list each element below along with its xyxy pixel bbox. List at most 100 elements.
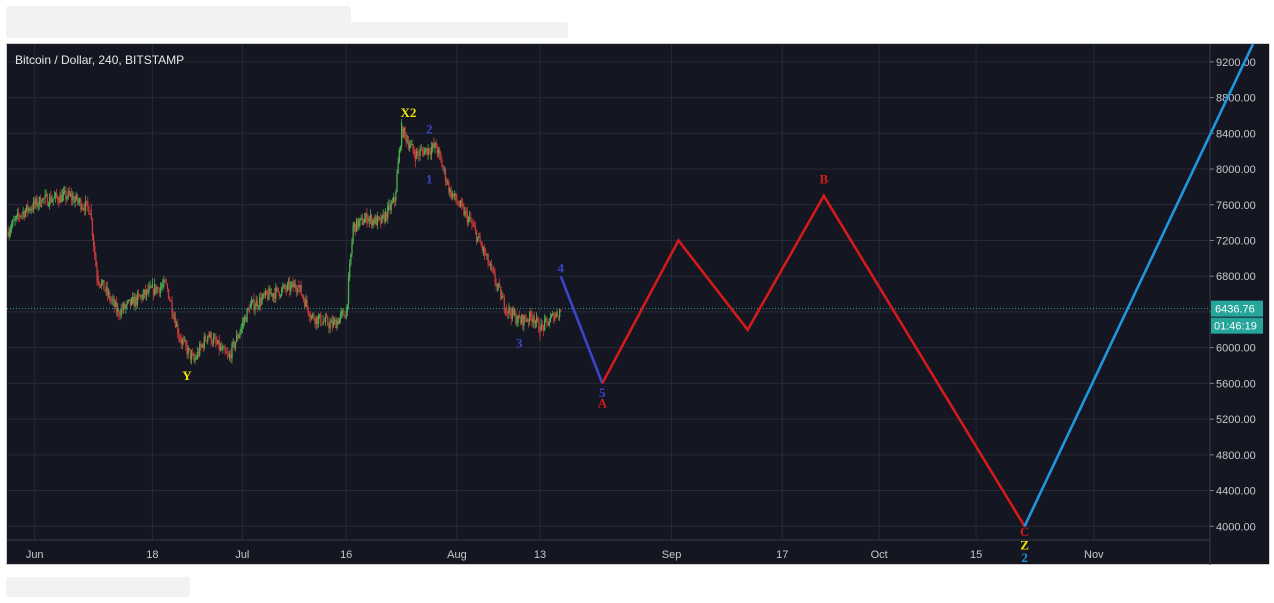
candle — [471, 220, 473, 230]
candle — [531, 310, 533, 327]
candle — [389, 200, 391, 215]
candle — [298, 279, 300, 293]
candle — [500, 286, 502, 302]
candle — [398, 147, 400, 164]
candle — [428, 148, 430, 156]
candle — [186, 340, 188, 359]
candle — [422, 146, 425, 158]
candle — [255, 295, 257, 307]
candle — [247, 306, 249, 311]
candle — [119, 309, 121, 321]
candle — [172, 308, 174, 320]
candle — [317, 312, 320, 328]
candle — [457, 201, 459, 206]
candle — [529, 310, 531, 326]
candle — [277, 287, 279, 293]
candle — [527, 318, 530, 328]
candle — [257, 304, 260, 310]
time-tick-label: 16 — [340, 549, 352, 561]
candle — [75, 191, 77, 201]
candle — [139, 294, 141, 297]
candle — [505, 304, 508, 316]
candle — [279, 294, 282, 299]
candle — [516, 315, 518, 328]
candle — [322, 315, 324, 326]
candle — [184, 335, 186, 343]
candle — [124, 301, 126, 310]
candle — [540, 318, 542, 332]
candle — [494, 268, 496, 286]
candle — [265, 290, 268, 296]
wave-label-c: C — [1020, 524, 1029, 539]
candle — [152, 287, 155, 301]
candle — [215, 333, 217, 348]
candle — [289, 276, 291, 297]
candle — [79, 197, 81, 207]
candle — [128, 299, 130, 302]
candle — [193, 351, 195, 363]
candle — [105, 281, 107, 296]
candle — [73, 192, 75, 204]
candle — [470, 212, 472, 223]
candle — [81, 203, 83, 212]
candle — [307, 305, 309, 316]
candle — [504, 307, 507, 317]
candle — [201, 343, 203, 348]
wave-label-x2: X2 — [401, 105, 417, 120]
candle — [280, 286, 283, 298]
candle — [554, 312, 556, 322]
candle — [225, 347, 227, 354]
candle — [426, 147, 428, 156]
wave-abc-line — [601, 193, 1026, 527]
candle — [340, 307, 343, 319]
time-tick-label: Nov — [1084, 549, 1104, 561]
wave-label-1: 1 — [426, 171, 433, 186]
candle — [517, 314, 519, 327]
wave-label-4: 4 — [558, 261, 565, 276]
candle — [269, 285, 271, 295]
candle — [405, 132, 407, 148]
candle — [548, 317, 550, 328]
candle — [162, 278, 164, 292]
candle — [90, 203, 92, 221]
candle — [337, 317, 339, 326]
candle — [559, 308, 561, 321]
candle — [31, 203, 34, 213]
price-tick-label: 5200.00 — [1216, 414, 1256, 426]
candle — [449, 187, 451, 198]
candle — [56, 188, 58, 199]
candle — [411, 139, 413, 145]
candle — [151, 278, 154, 288]
candle — [44, 189, 46, 205]
candle — [205, 340, 208, 344]
candle — [465, 207, 467, 219]
candle — [312, 312, 314, 320]
candle — [305, 294, 307, 308]
candle — [109, 289, 111, 304]
candle — [248, 303, 250, 314]
candle — [159, 282, 162, 298]
candle — [216, 336, 218, 346]
candle — [306, 296, 308, 311]
candle — [297, 285, 299, 296]
candle — [42, 197, 44, 204]
candle — [37, 202, 39, 212]
candle — [364, 213, 366, 224]
candle — [372, 218, 374, 229]
candle — [113, 296, 115, 313]
candle — [374, 214, 376, 225]
candle — [246, 308, 248, 324]
candle — [180, 333, 182, 350]
candle — [388, 199, 390, 211]
candle — [294, 279, 297, 292]
candle — [339, 310, 342, 324]
candle — [7, 225, 9, 239]
candle — [112, 293, 114, 307]
candle — [414, 149, 417, 168]
candle — [479, 232, 481, 243]
candle — [544, 314, 546, 332]
candle — [292, 277, 294, 293]
chart-area[interactable] — [6, 43, 1270, 565]
candle — [271, 292, 274, 301]
